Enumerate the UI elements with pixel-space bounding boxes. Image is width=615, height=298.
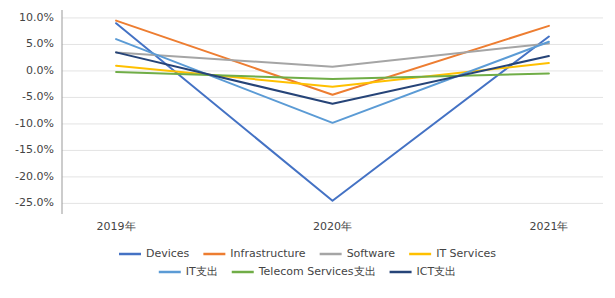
y-tick-label: 0.0% [26,64,54,77]
x-tick-label: 2019年 [97,220,136,233]
series-line [116,23,549,201]
y-axis-line [62,10,63,214]
y-tick-label: -25.0% [15,196,54,209]
legend-item: IT支出 [159,265,218,278]
legend-swatch [409,253,431,256]
legend-item: ICT支出 [390,265,457,278]
grid-line [62,97,603,98]
legend-label: Devices [146,247,190,260]
legend-swatch [320,253,342,256]
legend-item: Software [320,247,396,260]
x-axis: 2019年 2020年 2021年 [97,220,569,233]
legend-swatch [390,271,412,274]
legend-item: IT Services [409,247,496,260]
y-tick-label: 5.0% [26,37,54,50]
x-tick-label: 2021年 [529,220,568,233]
series-line [116,72,549,79]
lines [116,21,549,201]
grid-line [62,17,603,18]
legend-item: Telecom Services支出 [232,265,376,278]
y-tick-label: 10.0% [19,11,54,24]
legend-swatch [203,253,225,256]
grid-line [62,70,603,71]
legend-swatch [232,271,254,274]
legend-label: IT Services [436,247,496,260]
legend-swatch [119,253,141,256]
legend-label: ICT支出 [417,265,457,278]
legend-label: Infrastructure [230,247,306,260]
legend-item: Devices [119,247,190,260]
chart: 10.0% 5.0% 0.0% -5.0% -10.0% -15.0% -20.0% -25.… [0,0,615,298]
legend-label: Telecom Services支出 [258,265,376,278]
legend: Devices Infrastructure Software IT Services… [119,247,496,278]
legend-label: Software [347,247,396,260]
series-line [116,52,549,103]
grid-line [62,176,603,177]
y-tick-label: -5.0% [22,90,54,103]
y-axis: 10.0% 5.0% 0.0% -5.0% -10.0% -15.0% -20.0% -25.… [15,10,62,214]
y-tick-label: -15.0% [15,143,54,156]
x-tick-label: 2020年 [313,220,352,233]
y-tick-label: -20.0% [15,170,54,183]
legend-item: Infrastructure [203,247,306,260]
y-tick-label: -10.0% [15,117,54,130]
series-line [116,21,549,95]
legend-swatch [159,271,181,274]
legend-label: IT支出 [186,265,218,278]
grid [62,18,603,203]
series-line [116,39,549,123]
grid-line [62,203,603,204]
grid-line [62,150,603,151]
